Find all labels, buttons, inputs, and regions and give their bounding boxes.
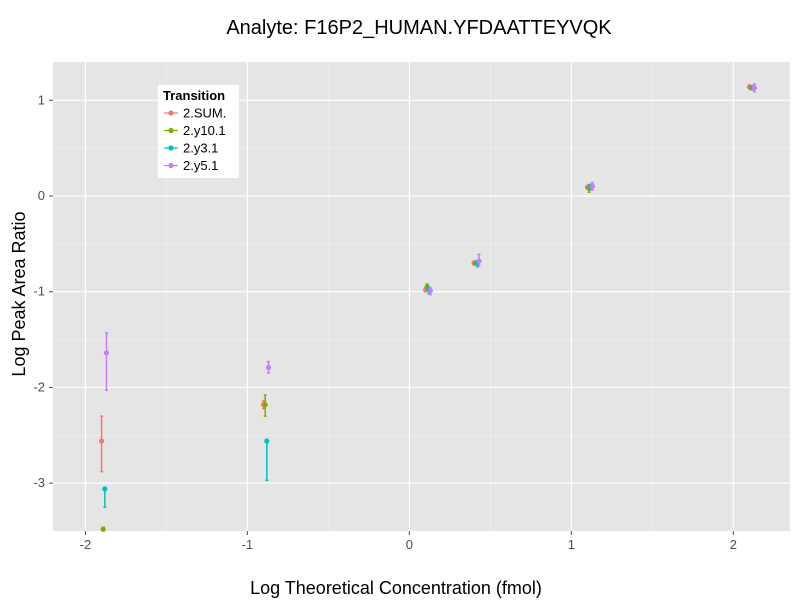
point-2-y5-1 [476, 258, 482, 264]
legend-key-point-2-y3-1 [168, 145, 174, 151]
x-tick-label: -1 [242, 537, 254, 552]
point-2-y3-1 [102, 486, 108, 492]
x-tick-label: 1 [568, 537, 575, 552]
point-2-y5-1 [103, 350, 110, 356]
y-tick-label: 0 [38, 188, 45, 203]
y-axis: -3 -2 -1 0 1 [33, 92, 53, 490]
x-axis-label: Log Theoretical Concentration (fmol) [250, 578, 542, 598]
legend-label-2-y5-1: 2.y5.1 [183, 158, 218, 173]
x-tick-label: 2 [730, 537, 737, 552]
point-2-y3-1 [264, 438, 270, 444]
chart-title: Analyte: F16P2_HUMAN.YFDAATTEYVQK [226, 17, 612, 39]
x-tick-label: 0 [406, 537, 413, 552]
legend-key-point-2-y10-1 [168, 127, 174, 134]
y-tick-label: -3 [33, 475, 45, 490]
point-2-y10-1 [262, 402, 268, 408]
legend-key-point-2-sum [168, 110, 174, 116]
point-2-y5-1 [427, 288, 434, 294]
y-tick-label: -1 [33, 284, 45, 299]
legend-label-2-y10-1: 2.y10.1 [183, 123, 226, 138]
point-2-y10-1 [100, 526, 106, 532]
point-2-sum [98, 438, 105, 444]
legend: Transition 2.SUM. 2.y10.1 2.y3.1 2.y5.1 [158, 85, 239, 178]
point-2-y5-1 [265, 364, 272, 370]
legend-label-2-sum: 2.SUM. [183, 106, 226, 121]
y-tick-label: -2 [33, 379, 45, 394]
x-axis: -2 -1 0 1 2 [80, 531, 737, 552]
y-axis-label: Log Peak Area Ratio [9, 211, 29, 376]
legend-label-2-y3-1: 2.y3.1 [183, 141, 218, 156]
point-2-y5-1 [589, 183, 595, 190]
point-2-y5-1 [751, 85, 757, 91]
x-tick-label: -2 [80, 537, 92, 552]
data-marks [98, 83, 757, 532]
legend-title: Transition [163, 88, 225, 103]
y-tick-label: 1 [38, 92, 45, 107]
legend-key-point-2-y5-1 [168, 162, 174, 169]
